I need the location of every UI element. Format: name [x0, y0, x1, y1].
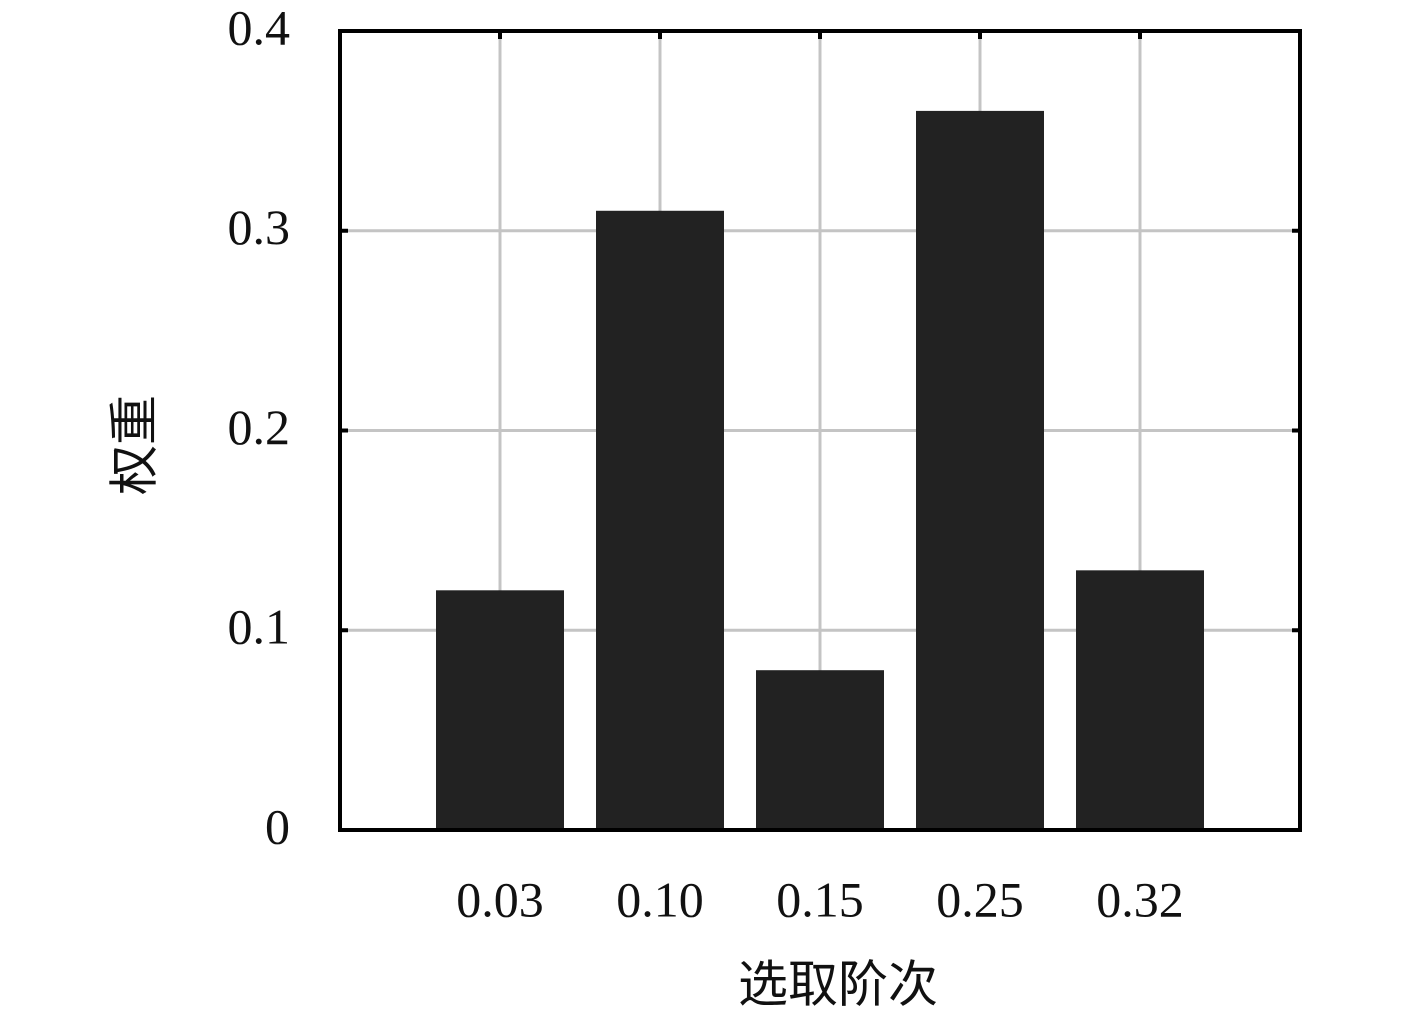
- x-axis-title: 选取阶次: [738, 956, 938, 1012]
- x-tick-label: 0.25: [936, 871, 1024, 927]
- y-axis-title: 权重: [106, 395, 162, 495]
- y-tick-label: 0.1: [228, 599, 291, 655]
- y-tick-label: 0.3: [228, 199, 291, 255]
- bar: [436, 590, 564, 830]
- x-tick-label: 0.15: [776, 871, 864, 927]
- bar: [1076, 570, 1204, 830]
- plot-area: 0 0.1 0.2 0.3 0.4 0.03 0.10 0.15 0.25 0.32: [228, 0, 1302, 927]
- y-tick-label: 0: [265, 798, 290, 854]
- y-tick-label: 0.2: [228, 399, 291, 455]
- bar: [756, 670, 884, 830]
- bar: [916, 110, 1044, 830]
- x-tick-label: 0.32: [1096, 871, 1184, 927]
- bar: [596, 210, 724, 830]
- x-tick-label: 0.03: [456, 871, 544, 927]
- plot-frame: [338, 29, 1302, 832]
- y-tick-label: 0.4: [228, 0, 291, 55]
- x-tick-label: 0.10: [616, 871, 704, 927]
